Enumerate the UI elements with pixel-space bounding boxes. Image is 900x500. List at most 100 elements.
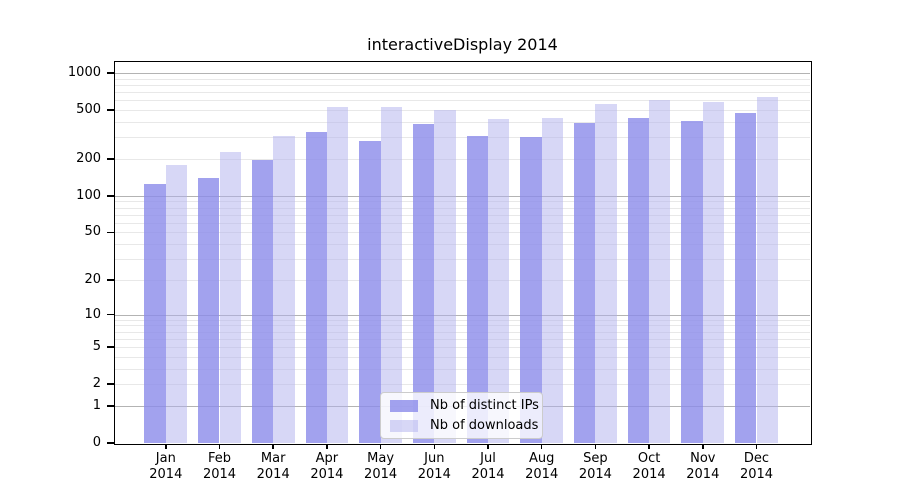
bar-distinct-ips-feb — [198, 178, 220, 443]
x-tick — [487, 444, 489, 449]
y-tick-label: 10 — [84, 306, 101, 322]
gridline-minor — [115, 384, 810, 386]
x-tick — [218, 444, 221, 449]
x-tick-label: Apr 2014 — [299, 451, 355, 483]
gridline-minor — [115, 347, 810, 349]
y-tick — [107, 346, 115, 348]
bar-downloads-aug — [541, 117, 564, 443]
x-tick-label: May 2014 — [353, 451, 409, 483]
y-tick-label: 200 — [76, 151, 101, 167]
gridline-minor — [115, 232, 810, 234]
gridline-minor — [115, 319, 810, 321]
x-tick — [379, 444, 382, 449]
x-label-year: 2014 — [578, 467, 612, 482]
x-tick — [648, 444, 650, 449]
gridline-minor — [115, 279, 810, 281]
y-tick — [107, 72, 115, 74]
x-label-year: 2014 — [686, 467, 720, 482]
y-tick — [107, 442, 115, 444]
bar-distinct-ips-aug — [520, 137, 542, 443]
bar-downloads-sep — [595, 103, 617, 443]
gridline-minor — [115, 331, 810, 333]
bar-downloads-may — [380, 107, 402, 443]
bar-distinct-ips-jan — [144, 184, 166, 443]
x-tick — [165, 444, 167, 449]
x-tick-label: Aug 2014 — [514, 451, 570, 483]
gridline-minor — [115, 137, 810, 139]
bar-distinct-ips-jun — [412, 124, 435, 443]
plot-area — [115, 62, 810, 443]
bar-distinct-ips-oct — [627, 118, 650, 443]
bar-downloads-jun — [434, 109, 456, 443]
gridline-minor — [115, 159, 810, 161]
legend-label-downloads: Nb of downloads — [430, 418, 539, 433]
gridline-minor — [115, 338, 810, 340]
x-label-month: Jul — [480, 451, 496, 466]
x-label-year: 2014 — [417, 467, 451, 482]
y-tick — [107, 158, 115, 160]
x-label-month: Oct — [637, 451, 661, 466]
bar-distinct-ips-mar — [251, 160, 274, 443]
legend: Nb of distinct IPs Nb of downloads — [380, 392, 543, 439]
x-tick-label: Nov 2014 — [675, 451, 731, 483]
y-tick — [107, 405, 115, 407]
x-label-month: Nov — [690, 451, 716, 466]
y-tick-label: 1000 — [67, 65, 101, 81]
x-label-month: Dec — [743, 451, 770, 466]
bar-downloads-apr — [326, 107, 349, 443]
gridline-minor — [115, 201, 810, 203]
x-label-year: 2014 — [471, 467, 505, 482]
gridline-minor — [115, 110, 810, 112]
x-label-year: 2014 — [739, 467, 774, 482]
x-label-month: Apr — [315, 451, 339, 466]
x-tick — [594, 444, 597, 449]
y-tick-label: 500 — [76, 102, 101, 118]
x-label-year: 2014 — [310, 467, 344, 482]
y-tick-label: 50 — [84, 224, 101, 240]
y-tick-label: 2 — [92, 376, 101, 392]
gridline-minor — [115, 222, 810, 224]
x-label-month: Aug — [528, 451, 555, 466]
bar-distinct-ips-may — [359, 141, 381, 443]
x-tick-label: Oct 2014 — [621, 451, 677, 483]
x-label-year: 2014 — [525, 467, 559, 482]
x-label-year: 2014 — [632, 467, 666, 482]
x-tick-label: Jan 2014 — [138, 451, 194, 483]
x-tick — [272, 444, 274, 449]
x-tick-label: Sep 2014 — [567, 451, 623, 483]
y-tick — [107, 195, 115, 197]
gridline-minor — [115, 356, 810, 358]
x-tick-label: Mar 2014 — [245, 451, 301, 483]
bar-downloads-nov — [702, 102, 725, 443]
x-tick — [702, 444, 704, 449]
y-tick-label: 20 — [84, 271, 101, 287]
x-label-month: Mar — [260, 451, 286, 466]
bar-distinct-ips-apr — [305, 132, 327, 443]
bar-downloads-dec — [756, 97, 778, 443]
gridline-major — [115, 73, 810, 75]
x-tick — [755, 444, 758, 449]
gridline-minor — [115, 92, 810, 94]
x-tick — [433, 444, 436, 449]
chart-title: interactiveDisplay 2014 — [367, 35, 558, 54]
gridline-minor — [115, 259, 810, 261]
bar-distinct-ips-dec — [735, 112, 757, 443]
gridline-minor — [115, 122, 810, 124]
bar-distinct-ips-sep — [574, 123, 596, 443]
legend-item-downloads: Nb of downloads — [390, 417, 542, 434]
y-tick — [107, 109, 115, 111]
x-label-month: Sep — [583, 451, 608, 466]
bar-downloads-jan — [165, 164, 188, 443]
x-label-year: 2014 — [364, 467, 398, 482]
y-tick — [107, 383, 115, 385]
x-label-month: Jan — [155, 451, 176, 466]
gridline-minor — [115, 78, 810, 80]
gridline-major — [115, 195, 810, 197]
gridline-major — [115, 314, 810, 316]
x-label-month: Jun — [424, 451, 445, 466]
legend-swatch-distinct-ips — [390, 399, 418, 412]
bar-downloads-jul — [488, 119, 510, 443]
y-tick — [107, 279, 115, 281]
gridline-minor — [115, 244, 810, 246]
